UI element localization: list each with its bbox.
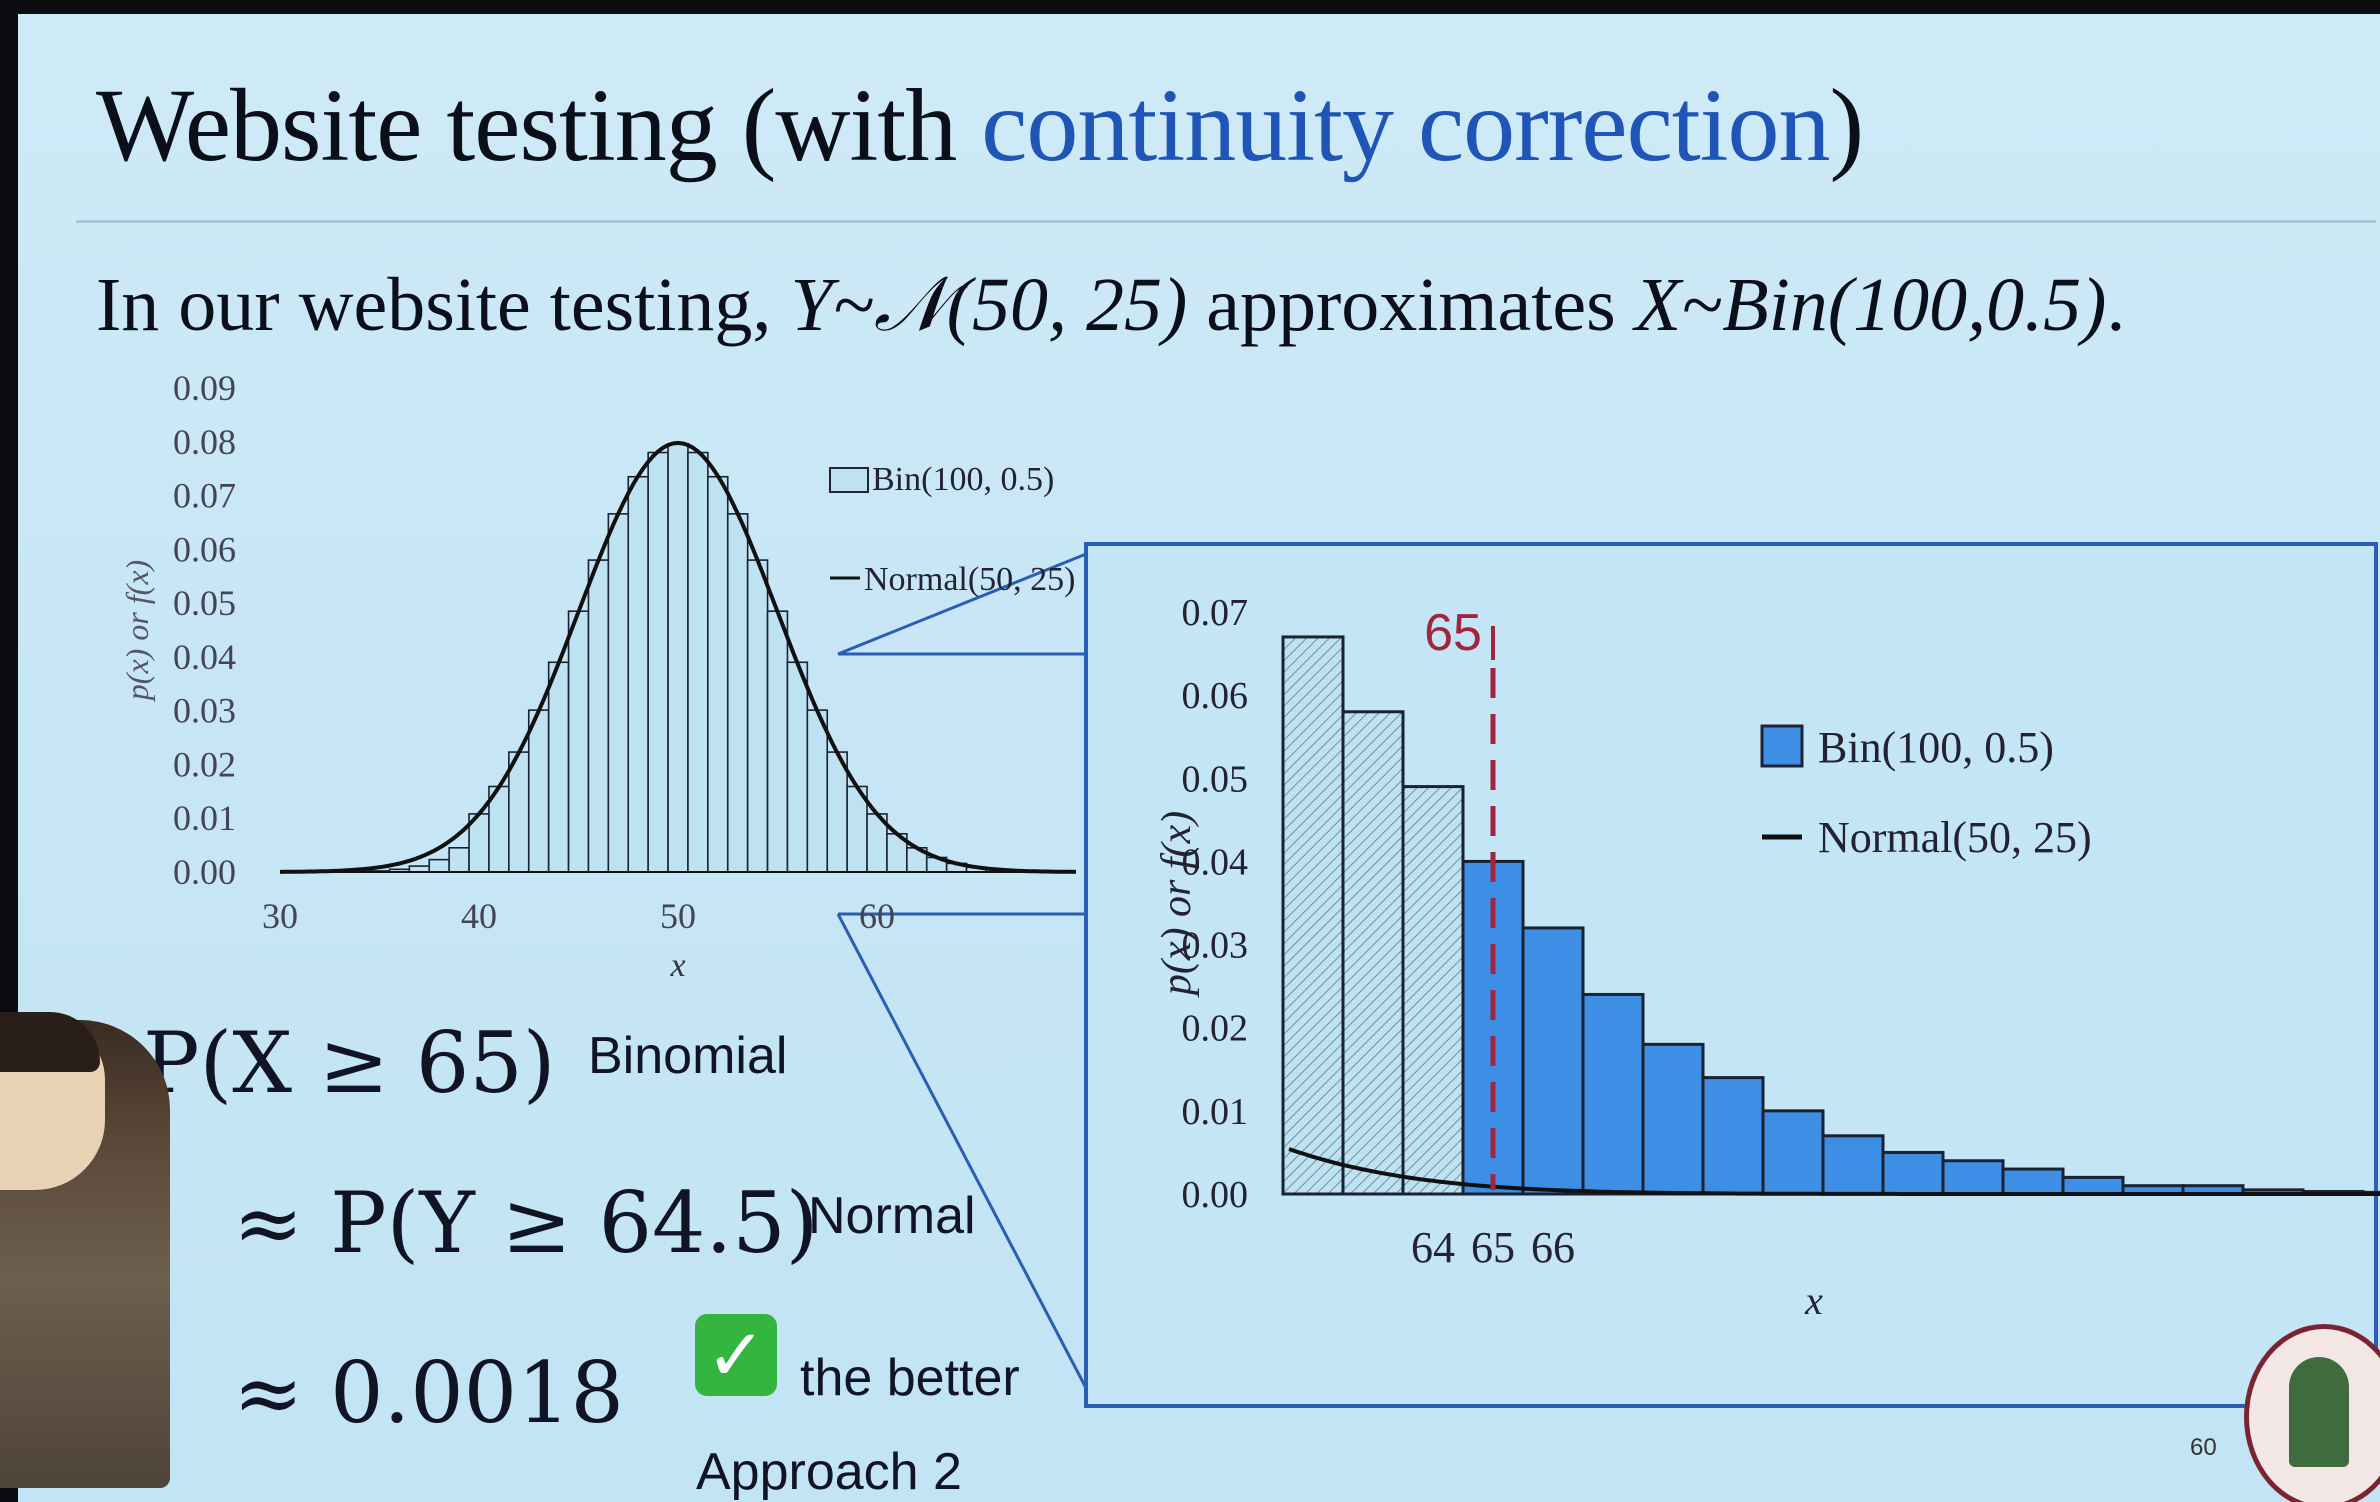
zoom-legend-normal: Normal(50, 25) <box>1818 813 2092 862</box>
zoom-y-tick: 0.03 <box>1182 925 1249 967</box>
slide-title: Website testing (with continuity correct… <box>96 68 1864 183</box>
zoom-bar-highlight <box>2061 1175 2125 1196</box>
overview-bar <box>508 751 530 873</box>
zoom-bar-highlight <box>1821 1134 1885 1196</box>
normal-tag: Normal <box>808 1187 976 1245</box>
zoom-bar-highlight <box>1701 1076 1765 1196</box>
zoom-y-tick: 0.02 <box>1182 1008 1249 1050</box>
zoom-bar-highlight <box>1641 1042 1705 1196</box>
zoom-x-tick: 66 <box>1531 1223 1575 1272</box>
overview-bar <box>627 475 649 873</box>
equation-line-3: ≈ 0.0018 <box>233 1344 625 1442</box>
zoom-bar-highlight <box>2001 1167 2065 1196</box>
zoom-bar-highlight <box>1521 926 1585 1196</box>
overview-y-tick: 0.03 <box>173 691 236 731</box>
zoom-x-label: x <box>1804 1278 1823 1323</box>
university-seal-icon <box>2244 1324 2380 1502</box>
zoom-x-ticks: 64 65 66 <box>1411 1223 1575 1272</box>
overview-x-tick: 40 <box>461 896 497 936</box>
better-tag: the better <box>800 1349 1020 1407</box>
overview-bar <box>567 610 590 873</box>
overview-normal-curve <box>279 440 1077 874</box>
approach-label: Approach 2 <box>696 1443 962 1501</box>
zoom-normal-curve <box>1288 1147 2380 1196</box>
zoom-x-tick: 64 <box>1411 1223 1455 1272</box>
zoom-bar <box>1401 785 1465 1196</box>
overview-y-tick: 0.09 <box>173 368 236 408</box>
overview-bar <box>527 709 550 873</box>
overview-y-tick: 0.01 <box>173 798 236 838</box>
overview-legend-bin: Bin(100, 0.5) <box>872 461 1054 498</box>
zoom-y-tick: 0.01 <box>1182 1091 1249 1133</box>
overview-bar <box>448 846 470 873</box>
overview-x-label: x <box>669 947 685 984</box>
zoom-inset-frame <box>1084 542 2378 1408</box>
zoom-y-tick: 0.06 <box>1182 675 1249 717</box>
equation-line-1: P(X ≥ 65) <box>143 1014 556 1112</box>
overview-bar <box>687 451 709 873</box>
overview-x-tick: 50 <box>660 896 696 936</box>
overview-y-tick: 0.02 <box>173 744 236 784</box>
overview-bar <box>786 661 809 873</box>
intro-x-dist: X~Bin(100,0.5) <box>1634 263 2107 347</box>
overview-y-tick: 0.05 <box>173 583 236 623</box>
overview-y-ticks: 0.00 0.01 0.02 0.03 0.04 0.05 0.06 0.07 0.08 0.09 <box>173 368 236 892</box>
overview-bar <box>726 513 749 873</box>
equation-line-2: ≈ P(Y ≥ 64.5) <box>233 1174 819 1272</box>
overview-bar <box>428 858 450 873</box>
binomial-tag: Binomial <box>588 1027 788 1085</box>
zoom-bar-highlight <box>1761 1109 1825 1196</box>
zoom-bar-highlight <box>1881 1150 1945 1196</box>
slide: Website testing (with continuity correct… <box>18 14 2380 1502</box>
zoom-connectors <box>836 552 1088 1389</box>
zoom-y-label: p(x) or f(x) <box>1154 811 1200 998</box>
intro-text: In our website testing, Y~𝒩(50, 25) appr… <box>96 263 2126 347</box>
zoom-bar-highlight <box>1941 1159 2005 1196</box>
zoom-legend-bin: Bin(100, 0.5) <box>1818 723 2054 772</box>
overview-y-label: p(x) or f(x) <box>119 560 155 702</box>
overview-bar <box>826 751 848 873</box>
zoom-bar <box>1341 710 1405 1196</box>
overview-legend-swatch-bar <box>829 467 869 493</box>
zoom-y-ticks: 0.00 0.01 0.02 0.03 0.04 0.05 0.06 0.07 <box>1182 592 1249 1216</box>
marker-65-label: 65 <box>1424 604 1482 662</box>
overview-chart: 0.00 0.01 0.02 0.03 0.04 0.05 0.06 0.07 0.08 0.09… <box>119 368 1077 984</box>
overview-bar <box>707 475 729 873</box>
overview-x-tick: 30 <box>262 896 298 936</box>
overview-y-tick: 0.08 <box>173 422 236 462</box>
title-rule <box>76 220 2376 223</box>
overview-y-tick: 0.00 <box>173 852 236 892</box>
overview-y-tick: 0.04 <box>173 637 236 677</box>
title-accent: continuity correction <box>981 68 1830 183</box>
zoom-y-tick: 0.04 <box>1182 841 1249 883</box>
overview-bar <box>587 559 610 873</box>
charts-svg: 0.00 0.01 0.02 0.03 0.04 0.05 0.06 0.07 0.08 0.09… <box>119 368 2380 1408</box>
overview-bar <box>806 709 829 873</box>
overview-bar <box>547 661 570 873</box>
zoom-bar <box>1281 635 1345 1196</box>
zoom-y-tick: 0.05 <box>1182 758 1249 800</box>
overview-y-tick: 0.07 <box>173 476 236 516</box>
zoom-bar-highlight <box>1581 992 1645 1196</box>
overview-bar <box>647 451 669 873</box>
overview-bar <box>766 610 789 873</box>
zoom-chart: 0.00 0.01 0.02 0.03 0.04 0.05 0.06 0.07 65 64 65… <box>1154 592 2380 1323</box>
overview-bar <box>667 443 689 873</box>
overview-legend-normal: Normal(50, 25) <box>864 561 1076 598</box>
zoom-y-tick: 0.07 <box>1182 592 1249 634</box>
intro-y-dist: Y~𝒩(50, 25) <box>790 263 1188 347</box>
overview-bar <box>746 559 769 873</box>
zoom-legend-swatch-bar <box>1760 724 1804 768</box>
overview-y-tick: 0.06 <box>173 529 236 569</box>
overview-x-tick: 60 <box>859 896 895 936</box>
overview-x-ticks: 30 40 50 60 <box>262 896 895 936</box>
overview-bars <box>348 443 1008 873</box>
zoom-x-tick: 65 <box>1471 1223 1515 1272</box>
overview-bar <box>607 513 630 873</box>
page-number: 60 <box>2190 1434 2217 1461</box>
check-mark-icon: ✓ <box>695 1314 777 1396</box>
zoom-y-tick: 0.00 <box>1182 1174 1249 1216</box>
